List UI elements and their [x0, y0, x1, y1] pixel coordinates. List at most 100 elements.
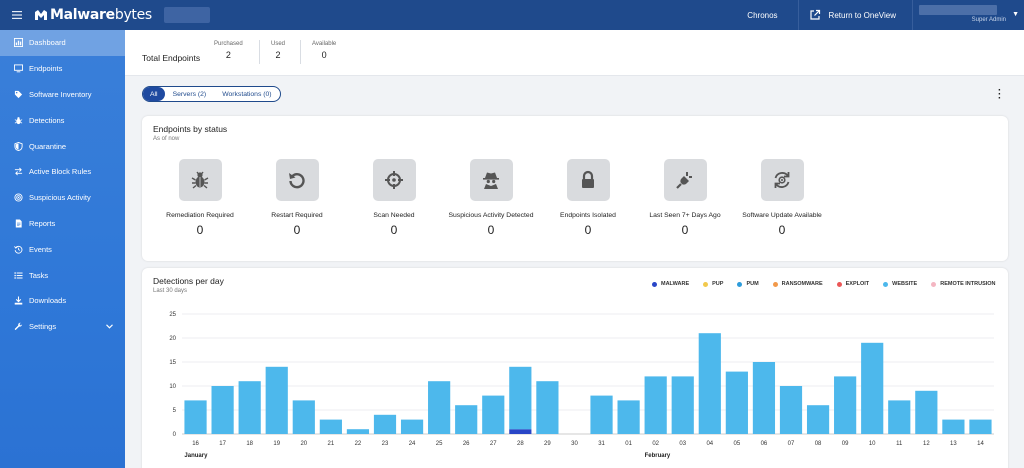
x-tick-label: 01: [625, 441, 632, 447]
sidebar-item-events[interactable]: Events: [0, 236, 125, 262]
legend-dot: [772, 281, 778, 287]
legend-item-malware[interactable]: MALWARE: [652, 281, 689, 287]
legend-item-pup[interactable]: PUP: [703, 281, 723, 287]
month-label: February: [645, 453, 671, 459]
legend-label: WEBSITE: [892, 281, 918, 287]
status-count: 0: [293, 223, 301, 237]
purchased-stat: Purchased 2: [214, 41, 243, 60]
legend-dot: [652, 281, 657, 287]
sidebar-item-reports[interactable]: Reports: [0, 211, 125, 237]
bar-website-24: [400, 419, 424, 434]
arrows-icon: [14, 167, 23, 176]
purchased-value: 2: [225, 50, 231, 60]
endpoints-by-status-card: Endpoints by status As of now Remediatio…: [142, 116, 1008, 261]
total-endpoints-label: Total Endpoints: [142, 53, 201, 63]
status-label: Remediation Required: [166, 212, 234, 219]
status-tile-software-update-available[interactable]: Software Update Available 0: [732, 159, 832, 237]
history-icon: [14, 245, 23, 254]
sidebar-item-dashboard[interactable]: Dashboard: [0, 30, 125, 56]
used-stat: Used 2: [271, 41, 285, 60]
status-tile-remediation-required[interactable]: Remediation Required 0: [150, 159, 250, 237]
bar-website-19: [265, 366, 288, 434]
sidebar-item-label: Settings: [29, 322, 57, 332]
x-tick-label: 10: [869, 441, 876, 447]
bar-website-31: [590, 395, 613, 434]
external-link-icon: [809, 9, 820, 20]
sidebar-item-active-block-rules[interactable]: Active Block Rules: [0, 159, 125, 185]
bar-website-08: [806, 405, 830, 434]
legend-item-exploit[interactable]: EXPLOIT: [836, 281, 869, 287]
status-tile-suspicious-activity-detected[interactable]: Suspicious Activity Detected 0: [441, 159, 541, 237]
status-count: 0: [681, 223, 689, 237]
document-icon: [14, 219, 23, 228]
brand-logo[interactable]: Malware bytes: [34, 7, 152, 23]
redacted-account-name: [163, 7, 210, 23]
x-tick-label: 07: [788, 441, 795, 447]
x-tick-label: 09: [842, 441, 849, 447]
x-tick-label: 20: [300, 441, 307, 447]
legend-label: REMOTE INTRUSION: [940, 281, 996, 287]
status-tile-scan-needed[interactable]: Scan Needed 0: [344, 159, 444, 237]
sidebar-item-suspicious-activity[interactable]: Suspicious Activity: [0, 185, 125, 211]
list-icon: [14, 271, 23, 280]
sidebar-item-label: Software Inventory: [29, 89, 92, 99]
filter-all[interactable]: All: [143, 87, 165, 101]
more-options-icon[interactable]: · · ·: [998, 85, 1002, 104]
x-tick-label: 13: [950, 441, 957, 447]
sidebar-item-tasks[interactable]: Tasks: [0, 262, 125, 288]
x-tick-label: 17: [219, 441, 226, 447]
x-tick-label: 18: [246, 441, 253, 447]
malwarebytes-logo-icon: [35, 10, 47, 20]
user-role: Super Admin: [971, 17, 1006, 23]
user-menu[interactable]: Super Admin ▼: [912, 0, 1024, 30]
status-tile-last-seen-7-days-ago[interactable]: Last Seen 7+ Days Ago 0: [635, 159, 735, 237]
divider: [259, 40, 260, 64]
available-value: 0: [321, 50, 327, 60]
crosshair-icon: [372, 159, 416, 201]
sidebar-item-label: Reports: [29, 218, 56, 228]
legend-item-pum[interactable]: PUM: [737, 281, 759, 287]
legend-item-ransomware[interactable]: RANSOMWARE: [772, 281, 823, 287]
chart-legend: MALWARE PUP PUM RANSOMWARE EXPLOIT WEBSITE REM…: [652, 281, 1010, 287]
status-label: Suspicious Activity Detected: [448, 212, 534, 219]
sidebar-item-label: Detections: [29, 115, 65, 125]
status-tile-endpoints-isolated[interactable]: Endpoints Isolated 0: [538, 159, 638, 237]
x-tick-label: 27: [490, 441, 497, 447]
sidebar-item-label: Tasks: [29, 270, 49, 280]
bar-website-10: [861, 342, 884, 434]
return-to-oneview-button[interactable]: Return to OneView: [797, 0, 912, 30]
sidebar-item-settings[interactable]: Settings: [0, 314, 125, 340]
menu-icon[interactable]: [0, 0, 34, 30]
legend-label: PUM: [746, 281, 759, 287]
filter-workstations[interactable]: Workstations (0): [222, 90, 272, 98]
bar-website-28: [509, 366, 532, 430]
x-tick-label: 14: [977, 441, 984, 447]
bar-website-17: [211, 386, 234, 434]
status-tile-restart-required[interactable]: Restart Required 0: [247, 159, 347, 237]
bar-website-05: [725, 371, 748, 434]
used-label: Used: [271, 41, 286, 47]
status-count: 0: [584, 223, 592, 237]
legend-item-website[interactable]: WEBSITE: [883, 281, 917, 287]
tenant-name[interactable]: Chronos: [747, 10, 778, 20]
month-label: January: [184, 453, 208, 459]
sidebar-item-endpoints[interactable]: Endpoints: [0, 56, 125, 82]
card-subtitle: Last 30 days: [153, 288, 188, 294]
x-tick-label: 08: [815, 441, 822, 447]
lock-icon: [566, 159, 610, 201]
sidebar-item-label: Suspicious Activity: [29, 193, 91, 203]
spy-icon: [469, 159, 513, 201]
sidebar-item-software-inventory[interactable]: Software Inventory: [0, 82, 125, 108]
bar-website-18: [238, 381, 261, 434]
bar-website-16: [184, 400, 207, 434]
sidebar-item-label: Quarantine: [29, 141, 67, 151]
filter-servers[interactable]: Servers (2): [172, 90, 207, 98]
x-tick-label: 24: [409, 441, 416, 447]
card-title: Detections per day: [153, 276, 224, 286]
sidebar-item-quarantine[interactable]: Quarantine: [0, 133, 125, 159]
sidebar-item-detections[interactable]: Detections: [0, 107, 125, 133]
sidebar-item-downloads[interactable]: Downloads: [0, 288, 125, 314]
x-tick-label: 28: [517, 441, 524, 447]
legend-item-remote-intrusion[interactable]: REMOTE INTRUSION: [931, 281, 996, 287]
wrench-icon: [14, 322, 23, 331]
